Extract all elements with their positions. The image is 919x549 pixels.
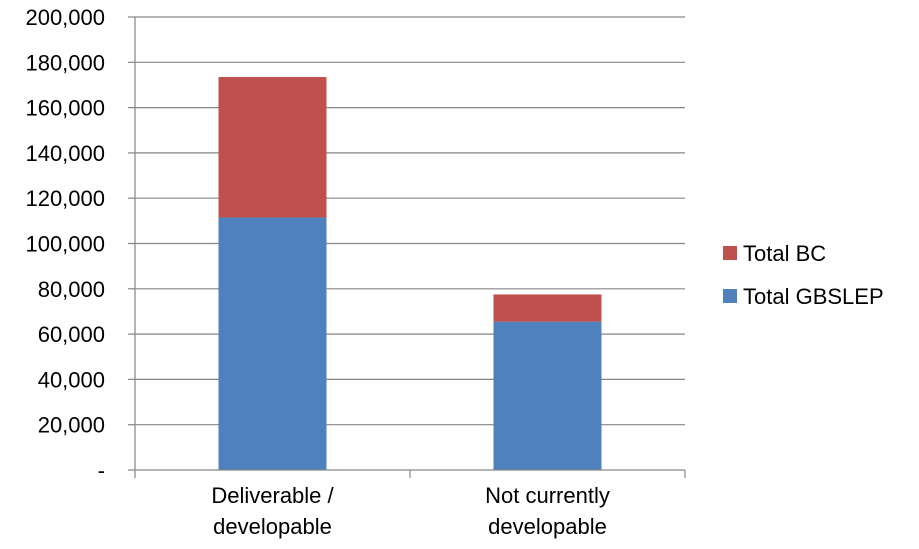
bar-segment-total-bc [493,294,602,322]
y-tick-label: 20,000 [38,413,105,438]
bar-segment-total-bc [218,77,327,218]
bar-segment-total-gbslep [493,321,602,470]
bars [218,77,602,470]
y-tick-label: 180,000 [25,50,105,75]
y-tick-label: 120,000 [25,186,105,211]
y-tick-label: 160,000 [25,96,105,121]
y-tick-label: 80,000 [38,277,105,302]
y-tick-label: 100,000 [25,232,105,257]
y-tick-label: 40,000 [38,367,105,392]
legend-label: Total BC [743,241,826,266]
gridlines [135,16,685,426]
axes [128,16,686,478]
x-axis-category-labels: Deliverable / developable Not currently dev… [211,483,610,539]
x-category-label: developable [213,514,332,539]
legend-swatch [723,289,737,303]
legend: Total BC Total GBSLEP [723,241,884,309]
x-category-label: Not currently [485,483,610,508]
y-axis-tick-labels: - 20,000 40,000 60,000 80,000 100,000 120,000 1… [25,5,105,483]
y-tick-label: - [98,458,105,483]
legend-swatch [723,246,737,260]
y-tick-label: 200,000 [25,5,105,30]
x-category-label: Deliverable / [211,483,334,508]
x-category-label: developable [488,514,607,539]
bar-segment-total-gbslep [218,217,327,470]
y-tick-label: 60,000 [38,322,105,347]
y-tick-label: 140,000 [25,141,105,166]
legend-label: Total GBSLEP [743,284,884,309]
